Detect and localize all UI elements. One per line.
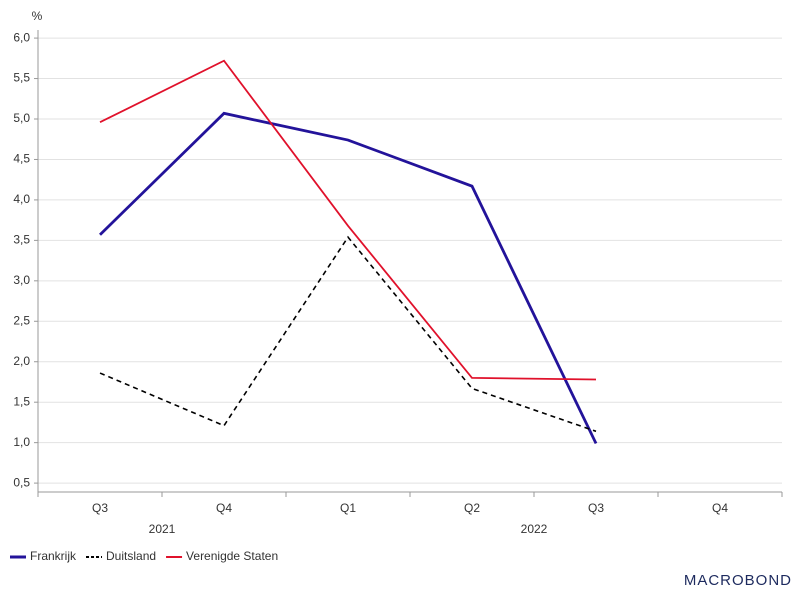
y-tick-label: 1,0 <box>13 435 30 449</box>
x-tick-label: Q2 <box>464 501 480 515</box>
series-line <box>99 59 597 381</box>
x-tick-label: Q3 <box>92 501 108 515</box>
y-tick-label: 6,0 <box>13 30 30 44</box>
y-tick-label: 3,0 <box>13 273 30 287</box>
y-tick-label: 4,0 <box>13 192 30 206</box>
y-tick-label: 2,5 <box>13 313 30 327</box>
y-tick-label: 5,5 <box>13 71 30 85</box>
y-tick-label: 3,5 <box>13 233 30 247</box>
x-tick-label: Q1 <box>340 501 356 515</box>
brand-logo: MACROBOND <box>684 572 792 589</box>
x-tick-label: Q4 <box>216 501 232 515</box>
x-tick-label: Q3 <box>588 501 604 515</box>
x-group-label: 2021 <box>149 522 176 536</box>
y-tick-label: 0,5 <box>13 475 30 489</box>
legend-label: Duitsland <box>106 549 156 563</box>
y-tick-label: 2,0 <box>13 354 30 368</box>
legend-label: Verenigde Staten <box>186 549 278 563</box>
y-tick-label: 4,5 <box>13 152 30 166</box>
x-tick-label: Q4 <box>712 501 728 515</box>
y-tick-label: 1,5 <box>13 394 30 408</box>
x-group-label: 2022 <box>521 522 548 536</box>
legend-label: Frankrijk <box>30 549 77 563</box>
y-tick-label: 5,0 <box>13 111 30 125</box>
series-line <box>99 235 597 433</box>
y-axis-label: % <box>32 9 43 23</box>
series-line <box>99 111 598 445</box>
